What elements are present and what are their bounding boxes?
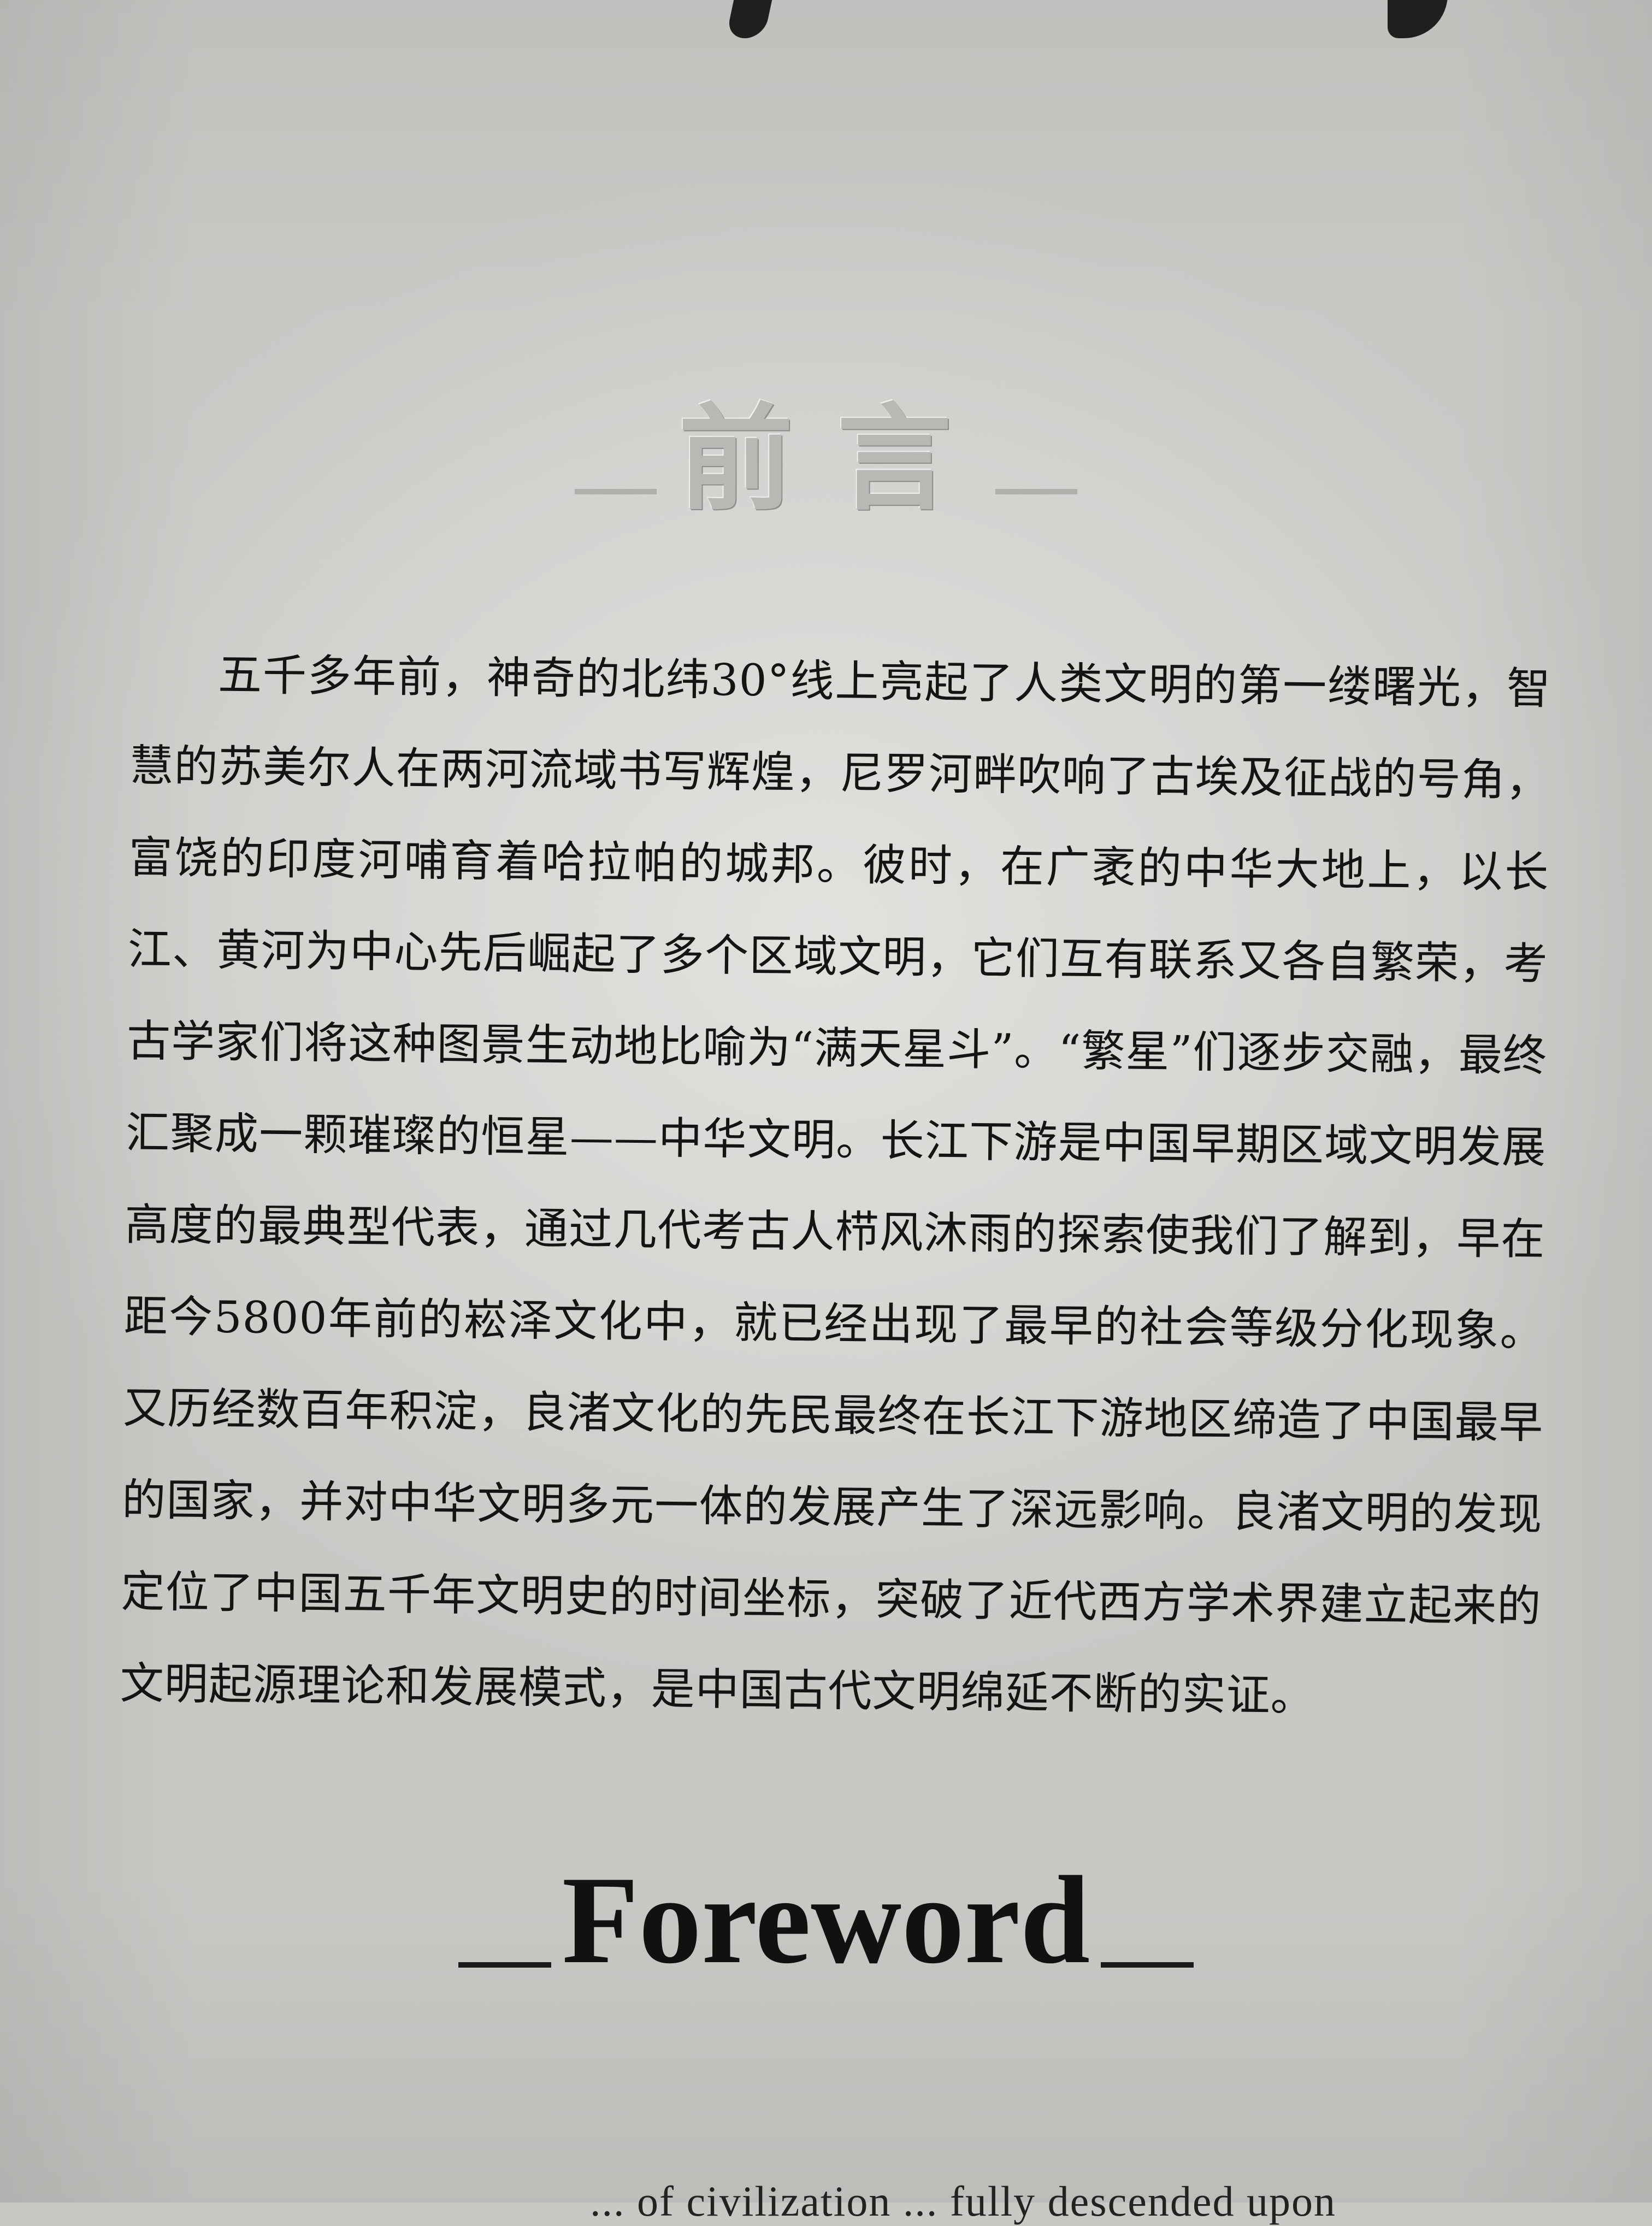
heading-right-rule: [995, 489, 1077, 494]
english-paragraph-partial: ... of civilization ... fully descended …: [590, 2177, 1337, 2225]
cropped-heading-fragment: [1388, 0, 1448, 38]
chinese-heading: 前言: [0, 399, 1652, 519]
english-heading: Foreword: [0, 1852, 1652, 1983]
chinese-paragraph: 五千多年前，神奇的北纬30°线上亮起了人类文明的第一缕曙光，智慧的苏美尔人在两河…: [120, 649, 1551, 1721]
english-title: Foreword: [562, 1850, 1090, 1989]
cropped-heading-fragment: [725, 0, 777, 38]
heading-left-rule: [458, 1962, 551, 1968]
heading-right-rule: [1101, 1962, 1194, 1968]
chinese-title: 前言: [678, 391, 995, 526]
heading-left-rule: [574, 489, 657, 494]
